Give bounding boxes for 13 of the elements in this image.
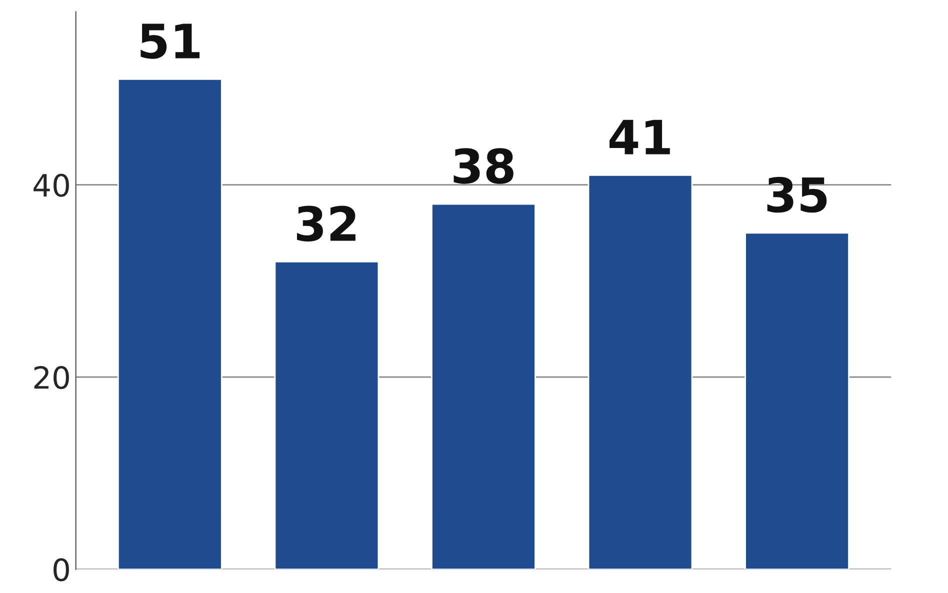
data-label: 51 <box>140 24 200 59</box>
bar <box>744 232 850 570</box>
data-label: 32 <box>296 206 356 242</box>
bar <box>274 261 380 570</box>
bar <box>117 78 222 570</box>
data-label: 35 <box>767 176 827 213</box>
y-tick-label: 20 <box>34 366 69 390</box>
y-tick-label: 40 <box>34 174 69 197</box>
bar <box>431 203 536 570</box>
data-label: 41 <box>610 120 670 154</box>
bar <box>588 174 693 570</box>
y-tick-label: 0 <box>54 558 69 582</box>
data-label: 38 <box>454 148 514 184</box>
